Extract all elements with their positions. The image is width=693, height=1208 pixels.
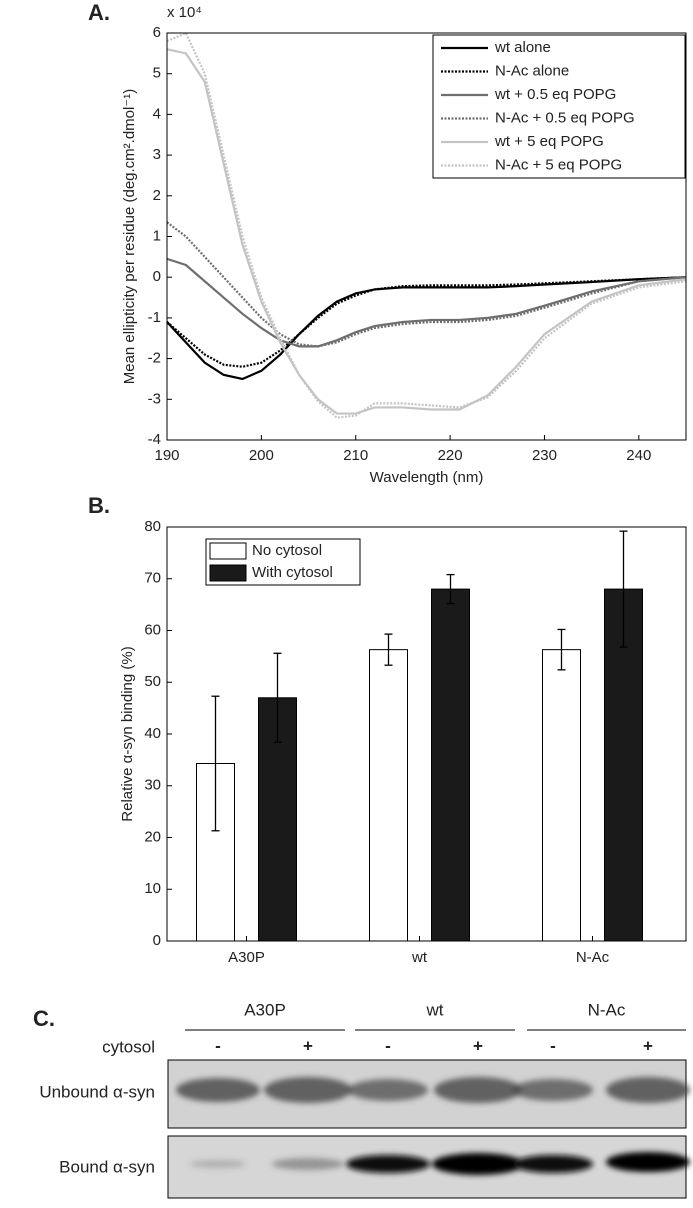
row-label: Bound α-syn xyxy=(59,1157,155,1176)
y-tick-label: -3 xyxy=(148,390,161,407)
x-tick-label: 240 xyxy=(626,447,651,464)
condition-label: cytosol xyxy=(102,1037,155,1056)
x-tick-label: 190 xyxy=(154,447,179,464)
bar xyxy=(542,649,581,942)
legend-label: N-Ac alone xyxy=(495,62,569,79)
error-bar xyxy=(557,628,566,671)
y-tick-label: 60 xyxy=(144,621,161,638)
error-bar xyxy=(273,652,282,743)
y-tick-label: 5 xyxy=(153,65,161,82)
group-label: wt xyxy=(426,1000,444,1019)
y-tick-label: 4 xyxy=(153,105,161,122)
y-tick-label: 1 xyxy=(153,227,161,244)
error-bar xyxy=(384,633,393,666)
y-tick-label: 20 xyxy=(144,828,161,845)
legend-label: wt + 5 eq POPG xyxy=(494,133,604,150)
lane-label: - xyxy=(385,1036,391,1055)
line-series xyxy=(166,48,687,415)
line-series xyxy=(166,31,687,419)
lane-label: + xyxy=(643,1036,653,1055)
y-tick-label: 70 xyxy=(144,570,161,587)
legend-label: N-Ac + 5 eq POPG xyxy=(495,156,622,173)
y-tick-label: 80 xyxy=(144,518,161,535)
y-tick-label: 40 xyxy=(144,725,161,742)
lane-label: - xyxy=(550,1036,556,1055)
y-tick-label: -4 xyxy=(148,431,161,448)
row-label: Unbound α-syn xyxy=(39,1082,155,1101)
line-series xyxy=(166,257,687,348)
lane-label: + xyxy=(303,1036,313,1055)
lane-label: - xyxy=(215,1036,221,1055)
bar xyxy=(369,649,408,942)
line-series xyxy=(166,221,687,348)
legend-swatch xyxy=(209,564,247,582)
y-tick-label: 30 xyxy=(144,777,161,794)
legend-box xyxy=(432,34,686,179)
axis-multiplier: x 10⁴ xyxy=(167,4,202,21)
y-tick-label: 6 xyxy=(153,24,161,41)
blot-image xyxy=(167,1059,690,1199)
legend-label: With cytosol xyxy=(252,564,333,581)
lane-label: + xyxy=(473,1036,483,1055)
bands xyxy=(176,1077,690,1175)
x-tick-label: 220 xyxy=(438,447,463,464)
x-tick-label: 210 xyxy=(343,447,368,464)
group-label: A30P xyxy=(244,1000,286,1019)
panel-label: B. xyxy=(88,493,110,518)
y-tick-label: 0 xyxy=(153,932,161,949)
y-tick-label: 50 xyxy=(144,673,161,690)
legend-label: No cytosol xyxy=(252,542,322,559)
y-axis-label: Relative α-syn binding (%) xyxy=(119,646,136,821)
error-bar xyxy=(211,695,220,832)
legend-swatch xyxy=(209,542,247,560)
x-tick-label: 230 xyxy=(532,447,557,464)
bar xyxy=(431,588,470,942)
plot-frame xyxy=(166,32,687,441)
y-axis-label: Mean ellipticity per residue (deg.cm².dm… xyxy=(121,89,138,385)
error-bar xyxy=(619,530,628,648)
y-tick-label: -2 xyxy=(148,350,161,367)
y-tick-label: -1 xyxy=(148,309,161,326)
y-tick-label: 3 xyxy=(153,146,161,163)
y-tick-label: 10 xyxy=(144,880,161,897)
x-tick-label: A30P xyxy=(228,949,265,966)
y-tick-label: 2 xyxy=(153,187,161,204)
line-series xyxy=(166,276,687,381)
error-bar xyxy=(446,573,455,605)
bar xyxy=(604,588,643,942)
x-tick-label: N-Ac xyxy=(576,949,610,966)
x-tick-label: wt xyxy=(411,949,428,966)
legend-label: wt alone xyxy=(494,39,551,56)
group-label: N-Ac xyxy=(588,1000,626,1019)
x-tick-label: 200 xyxy=(249,447,274,464)
panel-label: A. xyxy=(88,0,110,25)
x-axis-label: Wavelength (nm) xyxy=(370,469,484,486)
line-series xyxy=(166,276,687,368)
legend-label: N-Ac + 0.5 eq POPG xyxy=(495,109,635,126)
y-tick-label: 0 xyxy=(153,268,161,285)
plot-frame xyxy=(166,526,687,942)
panel-label: C. xyxy=(33,1006,55,1031)
legend-label: wt + 0.5 eq POPG xyxy=(494,86,616,103)
